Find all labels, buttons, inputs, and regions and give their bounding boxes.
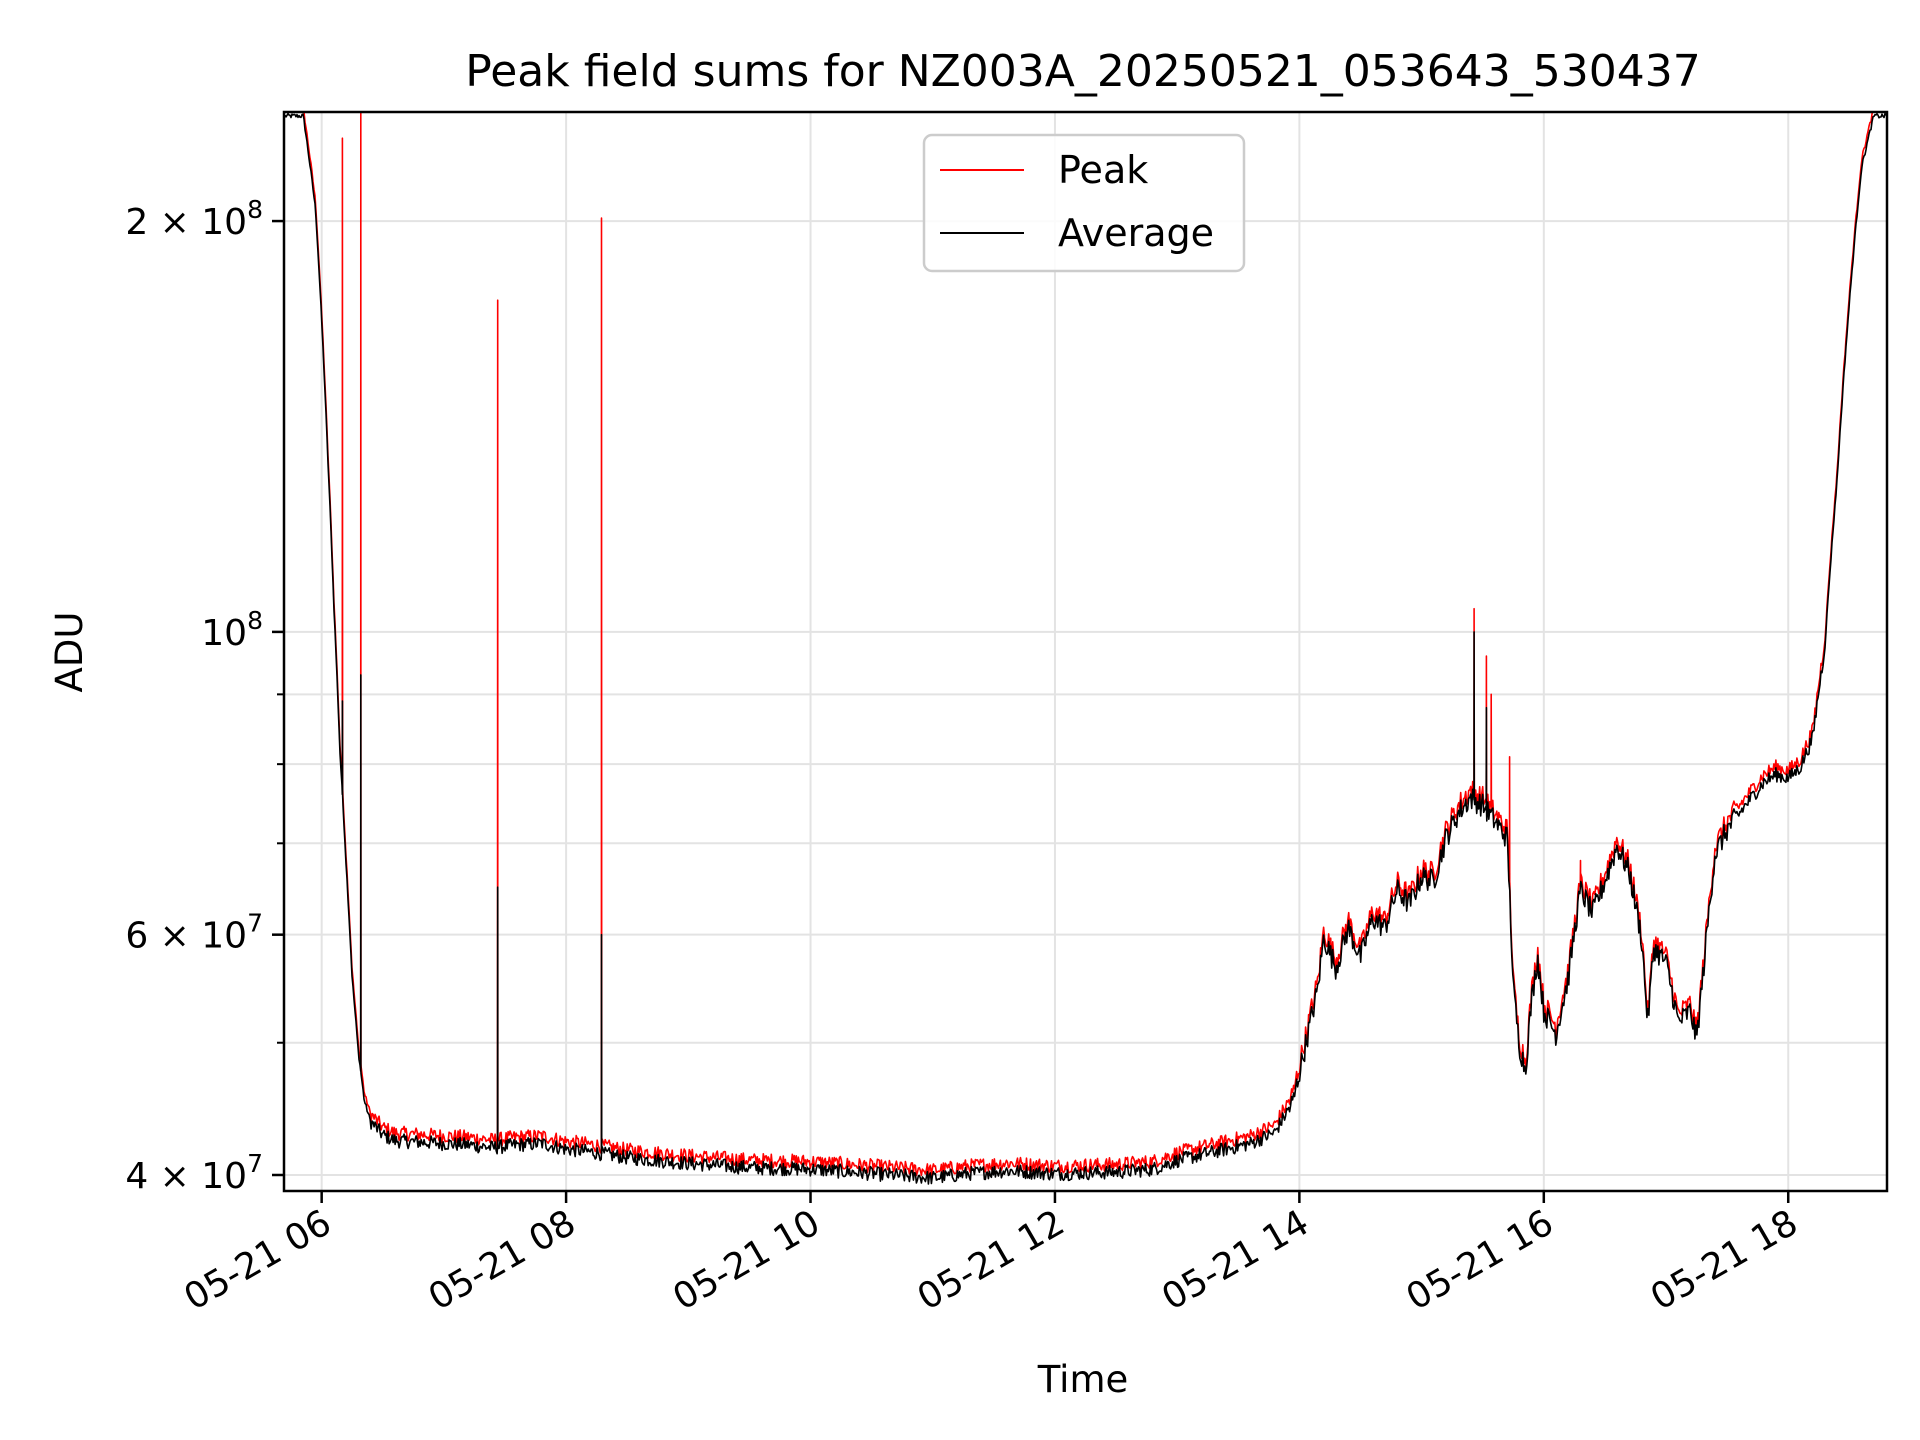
y-axis-label: ADU (48, 612, 91, 693)
plot-frame (282, 110, 1889, 1193)
y-tick-label: 4 × 107 (125, 1149, 263, 1197)
legend-label-peak: Peak (1058, 148, 1148, 192)
series-group (285, 113, 1886, 1185)
y-tick-label: 108 (201, 606, 263, 654)
series-line-average (285, 113, 1886, 1185)
y-tick-label: 2 × 108 (125, 195, 263, 243)
y-axis: 4 × 107 6 × 107 108 2 × 108 (125, 195, 284, 1197)
legend: Peak Average (922, 133, 1246, 273)
x-axis-label: Time (1037, 1358, 1129, 1401)
series-line-peak (303, 113, 1874, 1178)
chart-title: Peak field sums for NZ003A_20250521_0536… (465, 46, 1700, 97)
legend-label-average: Average (1058, 211, 1214, 255)
y-tick-label: 6 × 107 (125, 909, 263, 957)
